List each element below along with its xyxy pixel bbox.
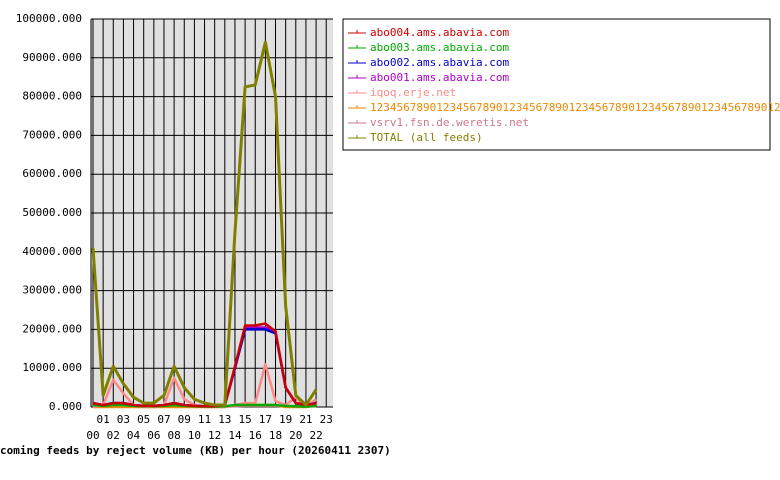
x-tick-label: 05: [137, 413, 150, 426]
legend-label: 1234567890123456789012345678901234567890…: [370, 101, 780, 114]
y-tick-label: 60000.000: [22, 167, 82, 180]
legend-label: abo003.ams.abavia.com: [370, 41, 509, 54]
y-tick-label: 70000.000: [22, 128, 82, 141]
legend-label: vsrv1.fsn.de.weretis.net: [370, 116, 529, 129]
y-tick-label: 20000.000: [22, 322, 82, 335]
x-tick-label: 20: [289, 429, 302, 442]
chart-title: coming feeds by reject volume (KB) per h…: [0, 444, 391, 457]
legend-box: [342, 18, 771, 151]
legend-label: iqoq.erje.net: [370, 86, 456, 99]
legend-label: abo004.ams.abavia.com: [370, 26, 509, 39]
x-tick-label: 22: [309, 429, 322, 442]
x-tick-label: 18: [269, 429, 282, 442]
x-tick-label: 09: [178, 413, 191, 426]
x-tick-label: 14: [228, 429, 242, 442]
x-tick-label: 11: [198, 413, 211, 426]
series-line: [91, 40, 318, 407]
x-tick-label: 04: [127, 429, 141, 442]
legend-label: TOTAL (all feeds): [370, 131, 483, 144]
x-tick-label: 21: [299, 413, 312, 426]
x-tick-label: 00: [86, 429, 99, 442]
x-tick-label: 06: [147, 429, 160, 442]
x-tick-label: 07: [157, 413, 170, 426]
x-tick-label: 23: [320, 413, 333, 426]
x-tick-label: 08: [167, 429, 180, 442]
y-tick-label: 80000.000: [22, 90, 82, 103]
x-tick-label: 10: [188, 429, 201, 442]
x-tick-label: 01: [97, 413, 110, 426]
x-tick-label: 03: [117, 413, 130, 426]
y-tick-label: 10000.000: [22, 361, 82, 374]
x-tick-label: 15: [238, 413, 251, 426]
x-tick-label: 17: [259, 413, 272, 426]
x-tick-label: 13: [218, 413, 231, 426]
y-tick-label: 0.000: [49, 400, 82, 413]
y-tick-label: 100000.000: [16, 12, 82, 25]
y-tick-label: 40000.000: [22, 245, 82, 258]
series-line: [92, 322, 317, 408]
x-tick-label: 02: [107, 429, 120, 442]
legend-label: abo002.ams.abavia.com: [370, 56, 509, 69]
y-tick-label: 90000.000: [22, 51, 82, 64]
legend-label: abo001.ams.abavia.com: [370, 71, 509, 84]
x-tick-label: 19: [279, 413, 292, 426]
y-tick-label: 50000.000: [22, 206, 82, 219]
y-tick-label: 30000.000: [22, 284, 82, 297]
x-tick-label: 12: [208, 429, 221, 442]
x-tick-label: 16: [249, 429, 262, 442]
